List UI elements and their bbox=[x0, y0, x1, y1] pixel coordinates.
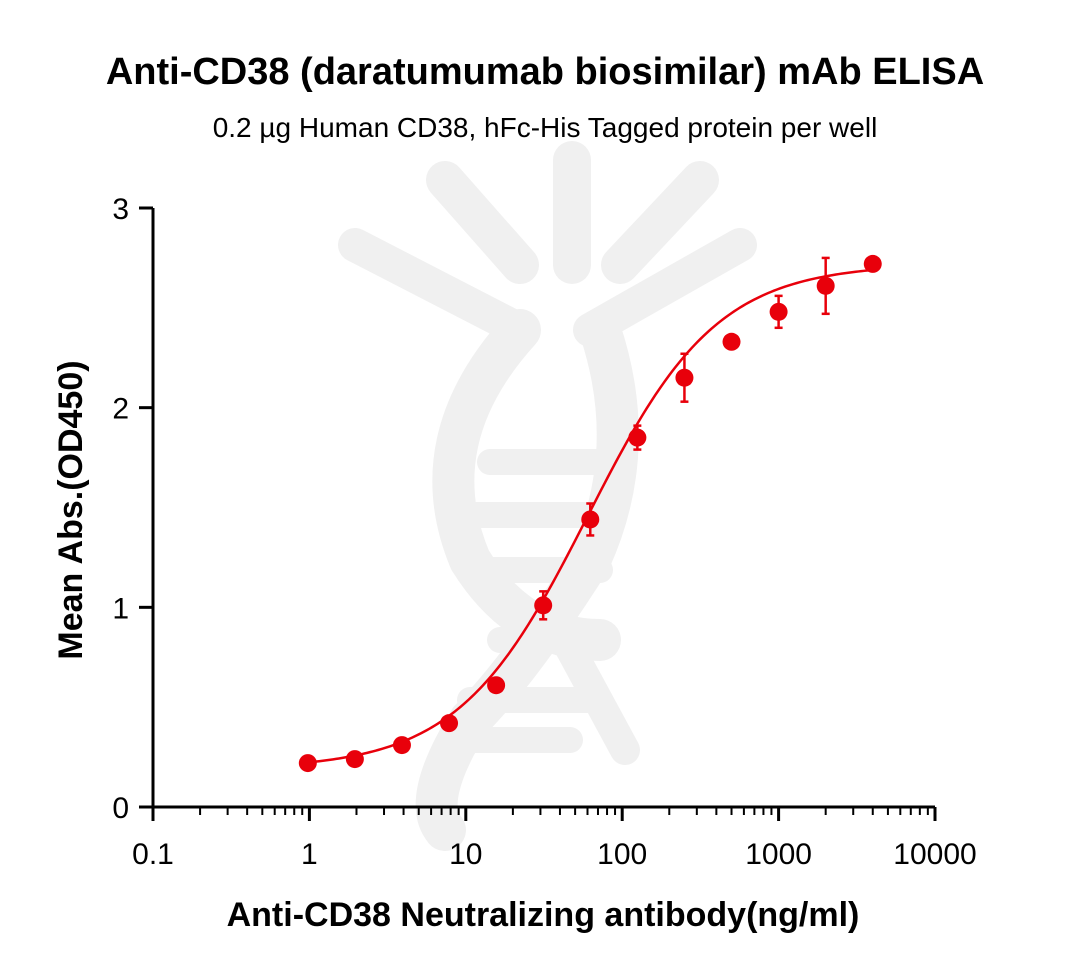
chart-subtitle: 0.2 µg Human CD38, hFc-His Tagged protei… bbox=[213, 112, 878, 143]
data-point bbox=[440, 714, 459, 733]
data-point bbox=[581, 510, 600, 529]
y-axis-label: Mean Abs.(OD450) bbox=[52, 360, 90, 659]
data-point bbox=[628, 428, 647, 447]
data-point bbox=[392, 736, 411, 755]
data-point bbox=[298, 754, 317, 773]
x-tick-label: 1000 bbox=[745, 838, 812, 871]
x-tick-label: 10000 bbox=[893, 838, 976, 871]
x-axis-label: Anti-CD38 Neutralizing antibody(ng/ml) bbox=[227, 896, 860, 934]
y-tick-label: 1 bbox=[112, 592, 129, 625]
x-tick-label: 100 bbox=[597, 838, 647, 871]
y-tick-label: 2 bbox=[112, 393, 129, 426]
y-tick-label: 3 bbox=[112, 193, 129, 226]
data-point bbox=[487, 676, 506, 695]
x-tick-label: 10 bbox=[449, 838, 482, 871]
chart-title: Anti-CD38 (daratumumab biosimilar) mAb E… bbox=[106, 51, 984, 93]
data-point bbox=[816, 276, 835, 295]
data-point bbox=[534, 596, 553, 615]
x-tick-label: 0.1 bbox=[132, 838, 174, 871]
data-point bbox=[345, 750, 364, 769]
data-point bbox=[769, 302, 788, 321]
y-tick-label: 0 bbox=[112, 792, 129, 825]
data-point bbox=[863, 254, 882, 273]
axes: 0 1 2 3 0.1 1 10 100 1000 10000 bbox=[112, 193, 976, 871]
data-point bbox=[675, 368, 694, 387]
data-points bbox=[298, 254, 882, 773]
data-point bbox=[722, 332, 741, 351]
watermark-logo bbox=[338, 141, 757, 851]
x-tick-label: 1 bbox=[301, 838, 318, 871]
